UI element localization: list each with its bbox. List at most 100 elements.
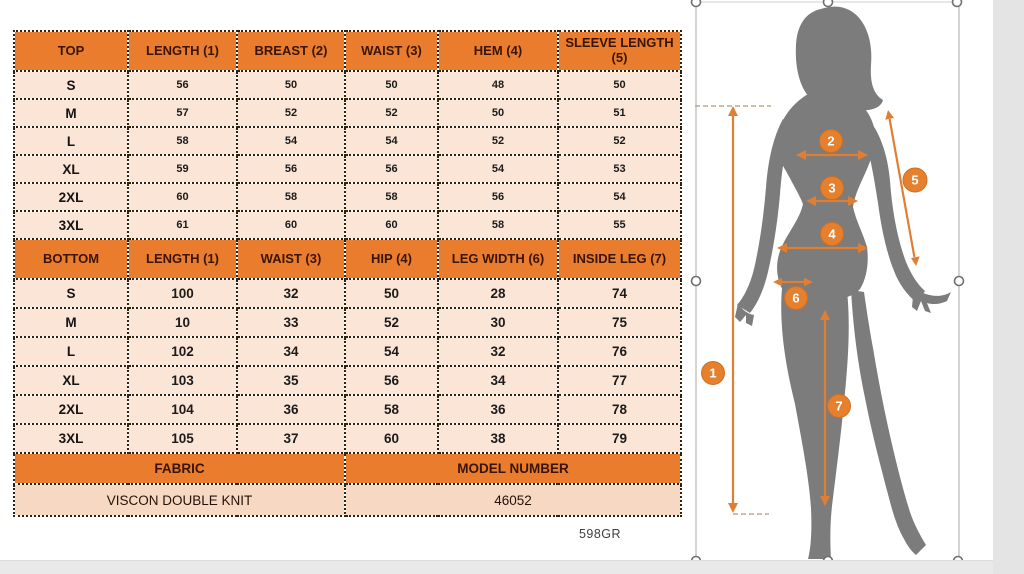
svg-text:5: 5: [911, 173, 918, 188]
cell: 56: [437, 182, 559, 212]
cell: 60: [344, 210, 439, 240]
table-row: 2XL 60 58 58 56 54: [13, 182, 682, 212]
cell: 77: [557, 365, 682, 396]
silhouette-right-hand: [897, 272, 951, 313]
cell: 75: [557, 307, 682, 338]
measurement-arrows: [728, 106, 920, 513]
cell: 33: [236, 307, 346, 338]
cell: 52: [437, 126, 559, 156]
silhouette-left-hand: [735, 303, 754, 326]
selection-handle: [690, 0, 702, 8]
col-header-leg-width: LEG WIDTH (6): [437, 238, 559, 280]
size-label: 3XL: [13, 210, 129, 240]
fabric-value: VISCON DOUBLE KNIT: [13, 483, 346, 517]
cell: 74: [557, 278, 682, 309]
cell: 60: [344, 423, 439, 454]
marker-3: 3: [820, 176, 844, 200]
cell: 34: [236, 336, 346, 367]
cell: 38: [437, 423, 559, 454]
cell: 48: [437, 70, 559, 100]
cell: 37: [236, 423, 346, 454]
size-label: L: [13, 336, 129, 367]
selection-handle: [953, 275, 965, 287]
table-row: 2XL 104 36 58 36 78: [13, 394, 682, 425]
marker-6: 6: [784, 286, 808, 310]
cell: 52: [557, 126, 682, 156]
cell: 57: [127, 98, 238, 128]
cell: 76: [557, 336, 682, 367]
size-label: XL: [13, 154, 129, 184]
col-header-length: LENGTH (1): [127, 30, 238, 72]
top-table-header-row: TOP LENGTH (1) BREAST (2) WAIST (3) HEM …: [13, 30, 682, 72]
cell: 58: [236, 182, 346, 212]
bottom-gutter: [0, 560, 993, 574]
cell: 100: [127, 278, 238, 309]
size-label: S: [13, 278, 129, 309]
cell: 50: [344, 278, 439, 309]
table-row: M 57 52 52 50 51: [13, 98, 682, 128]
cell: 102: [127, 336, 238, 367]
cell: 53: [557, 154, 682, 184]
svg-text:2: 2: [827, 134, 834, 149]
cell: 78: [557, 394, 682, 425]
cell: 58: [344, 394, 439, 425]
cell: 30: [437, 307, 559, 338]
cell: 58: [437, 210, 559, 240]
cell: 36: [236, 394, 346, 425]
cell: 54: [437, 154, 559, 184]
arrow-5: [885, 110, 920, 266]
col-header-hem: HEM (4): [437, 30, 559, 72]
size-chart-tables: TOP LENGTH (1) BREAST (2) WAIST (3) HEM …: [13, 30, 682, 517]
table-row: S 56 50 50 48 50: [13, 70, 682, 100]
size-label: XL: [13, 365, 129, 396]
size-chart-table: TOP LENGTH (1) BREAST (2) WAIST (3) HEM …: [13, 30, 682, 517]
cell: 104: [127, 394, 238, 425]
cell: 32: [437, 336, 559, 367]
table-row: L 102 34 54 32 76: [13, 336, 682, 367]
size-label: M: [13, 307, 129, 338]
cell: 54: [236, 126, 346, 156]
cell: 56: [344, 365, 439, 396]
cell: 51: [557, 98, 682, 128]
cell: 52: [344, 307, 439, 338]
silhouette-left-leg: [781, 288, 849, 559]
cell: 36: [437, 394, 559, 425]
cell: 56: [236, 154, 346, 184]
woman-silhouette[interactable]: [735, 6, 951, 559]
marker-4: 4: [820, 222, 844, 246]
col-header-inside-leg: INSIDE LEG (7): [557, 238, 682, 280]
arrow-3: [806, 196, 858, 206]
arrow-2: [796, 150, 868, 160]
selection-handle: [690, 275, 702, 287]
cell: 60: [236, 210, 346, 240]
silhouette-head: [795, 6, 883, 111]
cell: 54: [557, 182, 682, 212]
size-label: 2XL: [13, 394, 129, 425]
marker-1: 1: [701, 361, 725, 385]
marker-5: 5: [902, 167, 928, 193]
cell: 55: [557, 210, 682, 240]
svg-text:1: 1: [709, 366, 716, 381]
table-row: 3XL 105 37 60 38 79: [13, 423, 682, 454]
cell: 105: [127, 423, 238, 454]
cell: 103: [127, 365, 238, 396]
fabric-header: FABRIC: [13, 452, 346, 485]
cell: 54: [344, 336, 439, 367]
cell: 79: [557, 423, 682, 454]
cell: 52: [236, 98, 346, 128]
table-row: L 58 54 54 52 52: [13, 126, 682, 156]
col-header-breast: BREAST (2): [236, 30, 346, 72]
cell: 34: [437, 365, 559, 396]
col-header-sleeve-length: SLEEVE LENGTH (5): [557, 30, 682, 72]
col-header-waist: WAIST (3): [344, 30, 439, 72]
svg-text:3: 3: [828, 181, 835, 196]
col-header-bottom: BOTTOM: [13, 238, 129, 280]
cell: 28: [437, 278, 559, 309]
arrow-6: [773, 277, 813, 287]
arrow-7: [820, 310, 830, 506]
weight-note: 598GR: [578, 527, 622, 541]
cell: 10: [127, 307, 238, 338]
col-header-hip: HIP (4): [344, 238, 439, 280]
cell: 35: [236, 365, 346, 396]
